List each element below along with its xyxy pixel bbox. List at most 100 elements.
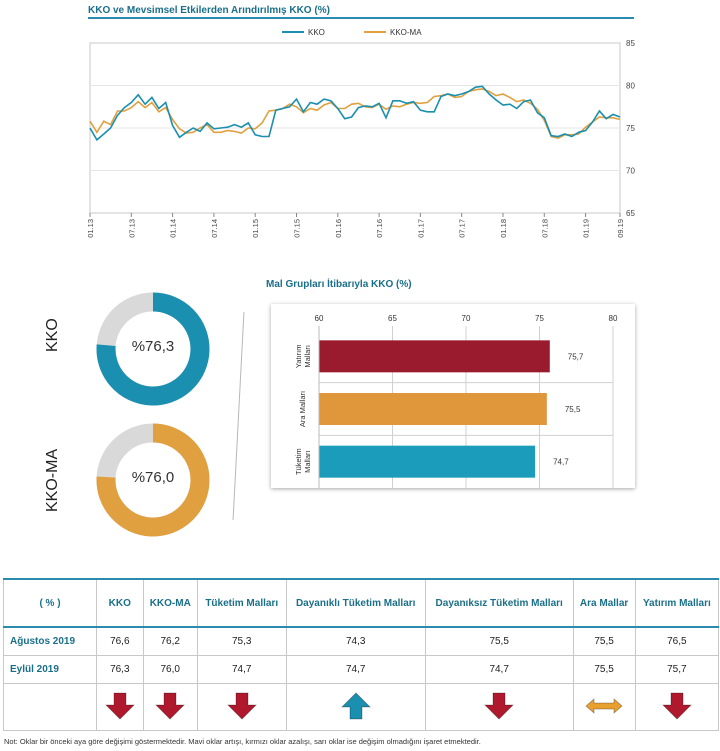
donut-kko-value: %76,3 bbox=[131, 338, 175, 355]
series-line-kko bbox=[89, 85, 621, 142]
table-cell: 74,7 bbox=[196, 655, 287, 684]
category-label-line: Ara Malları bbox=[298, 391, 307, 427]
donut-kko bbox=[96, 292, 210, 406]
x-tick-label: 09.19 bbox=[616, 219, 625, 238]
table-cell bbox=[285, 683, 426, 731]
x-tick-label: 01.16 bbox=[334, 219, 343, 238]
table-cell bbox=[424, 683, 574, 731]
table-cell: 75,3 bbox=[196, 626, 287, 656]
y-tick-label: 70 bbox=[626, 167, 635, 176]
x-tick-label: 60 bbox=[315, 314, 324, 323]
arrow-down-icon bbox=[155, 692, 186, 720]
legend-label: KKO bbox=[308, 28, 325, 37]
donut-kkoma-value: %76,0 bbox=[131, 469, 175, 486]
arrow-shape bbox=[661, 692, 692, 720]
arrow-down-icon bbox=[484, 692, 515, 720]
bar-value-label: 74,7 bbox=[553, 458, 569, 467]
x-tick-label: 80 bbox=[609, 314, 618, 323]
arrow-shape bbox=[104, 692, 135, 720]
table-header: KKO-MA bbox=[142, 578, 198, 628]
line-chart-title-rule bbox=[88, 17, 634, 19]
legend-label: KKO-MA bbox=[390, 28, 422, 37]
arrow-shape bbox=[340, 691, 371, 719]
x-tick-label: 01.15 bbox=[251, 219, 260, 238]
arrow-down-icon bbox=[104, 692, 135, 720]
table-header: Dayanıklı Tüketim Malları bbox=[285, 578, 426, 628]
x-tick-label: 01.13 bbox=[86, 219, 95, 238]
donut-slice bbox=[96, 292, 210, 406]
arrow-up-icon bbox=[340, 691, 371, 719]
series-line-kko-ma bbox=[89, 88, 621, 140]
table-cell: 75,5 bbox=[572, 626, 636, 656]
donut-kko-side-label: KKO bbox=[44, 318, 61, 352]
y-tick-label: 65 bbox=[626, 209, 635, 218]
bar-value-label: 75,5 bbox=[565, 405, 581, 414]
table-row: Ağustos 2019 76,6 76,2 75,3 74,3 75,5 75… bbox=[3, 626, 720, 656]
category-label-line: Malları bbox=[303, 450, 312, 473]
x-tick-label: 65 bbox=[388, 314, 397, 323]
category-label-line: Yatırım bbox=[294, 345, 303, 369]
table-cell bbox=[3, 683, 97, 731]
table-cell: 76,0 bbox=[142, 655, 198, 684]
table-cell bbox=[634, 683, 720, 731]
arrow-left-right-icon bbox=[585, 697, 623, 714]
table-cell: 76,2 bbox=[142, 626, 198, 656]
y-tick-label: 85 bbox=[626, 39, 635, 48]
bar bbox=[319, 340, 550, 373]
x-tick-label: 07.18 bbox=[540, 219, 549, 238]
table-cell: 76,3 bbox=[96, 655, 144, 684]
table-header: KKO bbox=[96, 578, 144, 628]
donut-kkoma bbox=[96, 423, 210, 537]
x-tick-label: 01.17 bbox=[416, 219, 425, 238]
table-cell bbox=[142, 683, 198, 731]
arrow-down-icon bbox=[226, 692, 257, 720]
x-tick-label: 07.15 bbox=[292, 219, 301, 238]
category-label-line: Malları bbox=[303, 345, 312, 368]
table-cell: 75,5 bbox=[572, 655, 636, 684]
line-chart: 85 80 75 70 65 01.13 07.13 01.14 07.14 01.15 07.15… bbox=[86, 28, 635, 238]
x-tick-label: 07.13 bbox=[127, 219, 136, 238]
x-tick-label: 75 bbox=[535, 314, 544, 323]
x-tick-label: 07.14 bbox=[210, 219, 219, 238]
y-tick-label: 75 bbox=[626, 124, 635, 133]
footnote: Not: Oklar bir önceki aya göre değişimi … bbox=[4, 737, 481, 746]
line-chart-title: KKO ve Mevsimsel Etkilerden Arındırılmış… bbox=[88, 5, 330, 16]
x-tick-label: 01.18 bbox=[499, 219, 508, 238]
x-tick-label: 01.14 bbox=[169, 219, 178, 238]
table-row: Eylül 2019 76,3 76,0 74,7 74,7 74,7 75,5… bbox=[3, 655, 720, 684]
x-tick-label: 07.16 bbox=[375, 219, 384, 238]
donut-divider bbox=[232, 312, 245, 520]
table-cell bbox=[96, 683, 144, 731]
bar-chart-title: Mal Grupları İtibarıyla KKO (%) bbox=[266, 279, 412, 290]
donut-slice bbox=[96, 423, 210, 537]
category-label: YatırımMalları bbox=[294, 345, 312, 369]
table-arrow-row bbox=[3, 683, 720, 731]
category-label: TüketimMalları bbox=[294, 448, 312, 475]
table-header-row: ( % ) KKO KKO-MA Tüketim Malları Dayanık… bbox=[3, 578, 720, 628]
x-tick-label: 07.17 bbox=[458, 219, 467, 238]
table-header: ( % ) bbox=[3, 578, 97, 628]
bar-value-label: 75,7 bbox=[568, 352, 584, 361]
table-row-label: Ağustos 2019 bbox=[3, 626, 97, 656]
category-label: Ara Malları bbox=[298, 391, 307, 427]
x-tick-label: 70 bbox=[462, 314, 471, 323]
table-cell: 76,6 bbox=[96, 626, 144, 656]
arrow-down-icon bbox=[661, 692, 692, 720]
arrow-shape bbox=[226, 692, 257, 720]
table-header: Dayanıksız Tüketim Malları bbox=[424, 578, 574, 628]
arrow-shape bbox=[155, 692, 186, 720]
table-cell bbox=[196, 683, 287, 731]
table-cell: 76,5 bbox=[634, 626, 720, 656]
summary-table: ( % ) KKO KKO-MA Tüketim Malları Dayanık… bbox=[3, 578, 720, 731]
table-cell: 74,3 bbox=[285, 626, 426, 656]
table-cell: 75,7 bbox=[634, 655, 720, 684]
table-header: Ara Mallar bbox=[572, 578, 636, 628]
table-row-label: Eylül 2019 bbox=[3, 655, 97, 684]
table-header: Yatırım Malları bbox=[634, 578, 720, 628]
bar bbox=[319, 445, 536, 478]
table-cell bbox=[572, 683, 636, 731]
x-tick-label: 01.19 bbox=[582, 219, 591, 238]
table-cell: 74,7 bbox=[285, 655, 426, 684]
table-header: Tüketim Malları bbox=[196, 578, 287, 628]
